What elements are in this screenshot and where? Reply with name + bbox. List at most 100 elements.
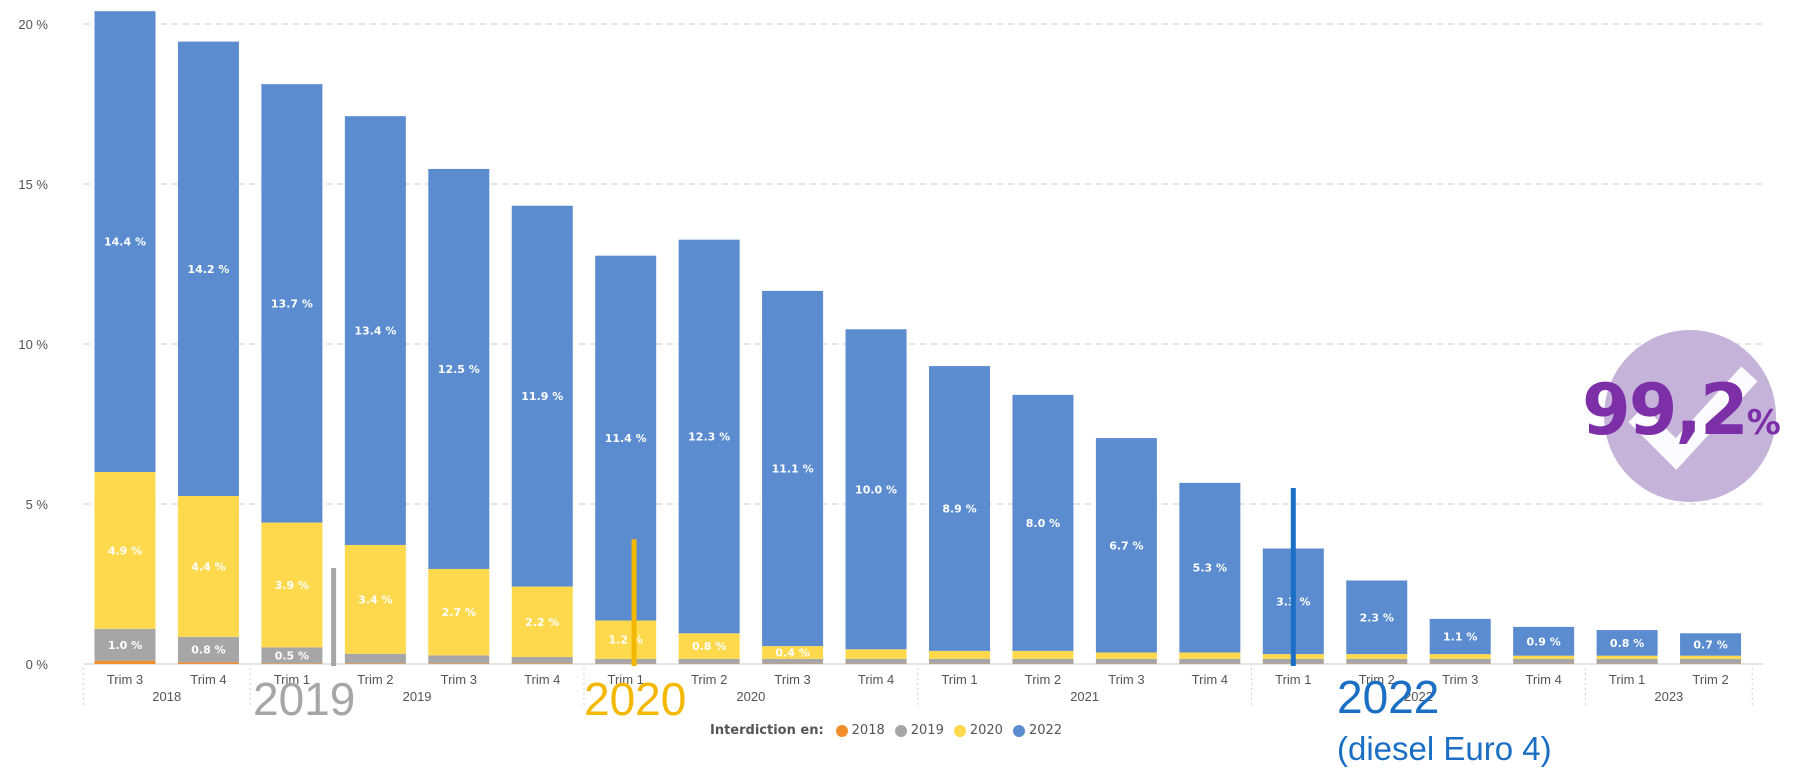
bar-segment-2022 xyxy=(595,255,657,621)
bar-segment-2022 xyxy=(428,168,490,569)
bar-segment-2018 xyxy=(428,663,490,664)
x-tick-label: Trim 2 xyxy=(691,672,727,687)
bar-segment-2019 xyxy=(1429,658,1491,664)
bar-segment-2018 xyxy=(511,663,573,664)
annotation-2022-sub: (diesel Euro 4) xyxy=(1337,730,1552,767)
y-tick-label: 5 % xyxy=(26,497,49,512)
bar-segment-2019 xyxy=(678,658,740,664)
x-tick-label: Trim 2 xyxy=(1692,672,1728,687)
bar-segment-2022 xyxy=(1012,394,1074,651)
bar-segment-2018 xyxy=(94,660,156,664)
bar-segment-2020 xyxy=(511,586,573,657)
bar-segment-2022 xyxy=(1095,438,1157,653)
bar-segment-2019 xyxy=(511,656,573,664)
data-label-2020: 0.4 % xyxy=(775,646,809,659)
bar-segment-2020 xyxy=(595,620,657,659)
annotation-2020: 2020 xyxy=(584,673,687,725)
bar-segment-2019 xyxy=(762,658,824,664)
x-tick-label: Trim 4 xyxy=(524,672,560,687)
data-label-2022: 10.0 % xyxy=(855,483,897,496)
data-label-2022: 6.7 % xyxy=(1109,539,1143,552)
y-tick-label: 20 % xyxy=(18,17,48,32)
annotation-2019: 2019 xyxy=(253,673,356,725)
bar-segment-2020 xyxy=(1680,655,1742,659)
data-label-2020: 3.4 % xyxy=(358,593,392,606)
x-tick-label: Trim 4 xyxy=(1192,672,1228,687)
bar-segment-2020 xyxy=(845,649,907,659)
legend-title: Interdiction en: xyxy=(710,723,824,738)
bar-segment-2019 xyxy=(94,628,156,661)
data-label-2022: 13.7 % xyxy=(271,297,313,310)
bar-segment-2019 xyxy=(1680,658,1742,664)
bar-segment-2022 xyxy=(762,290,824,647)
bar-segment-2022 xyxy=(1596,630,1658,656)
badge-value: 99,2 xyxy=(1582,369,1749,451)
year-group-label: 2021 xyxy=(1070,689,1099,704)
bar-segment-2019 xyxy=(1513,658,1575,664)
bar-segment-2022 xyxy=(344,116,406,545)
bar-segment-2019 xyxy=(1095,658,1157,664)
x-tick-label: Trim 2 xyxy=(357,672,393,687)
bar-segment-2022 xyxy=(511,205,573,587)
bar-segment-2020 xyxy=(428,568,490,656)
x-tick-label: Trim 3 xyxy=(1108,672,1144,687)
year-group-label: 2018 xyxy=(152,689,181,704)
y-tick-label: 15 % xyxy=(18,177,48,192)
bar-segment-2020 xyxy=(177,496,239,637)
bar-segment-2019 xyxy=(929,658,990,664)
legend-label-2020: 2020 xyxy=(969,723,1003,738)
year-group-label: 2022 xyxy=(1404,689,1433,704)
bar-segment-2019 xyxy=(1012,658,1074,664)
bar-segment-2020 xyxy=(1095,652,1157,659)
x-tick-label: Trim 1 xyxy=(1609,672,1645,687)
bar-segment-2020 xyxy=(1346,654,1408,659)
bar-segment-2022 xyxy=(177,41,239,496)
y-tick-label: 0 % xyxy=(26,657,49,672)
data-label-2019: 0.8 % xyxy=(191,644,225,657)
data-label-2022: 11.4 % xyxy=(605,432,647,445)
bar-segment-2019 xyxy=(177,636,239,663)
bar-segment-2019 xyxy=(845,658,907,664)
data-label-2020: 0.8 % xyxy=(692,640,726,653)
legend-item-2020: 2020 xyxy=(953,723,1003,738)
x-tick-label: Trim 1 xyxy=(274,672,310,687)
bar-segment-2019 xyxy=(428,655,490,664)
percentage-badge-circle xyxy=(1604,330,1776,502)
bar-segment-2019 xyxy=(261,647,323,664)
bar-segment-2020 xyxy=(1179,652,1241,659)
percentage-badge-text: 99,2% xyxy=(1582,369,1781,463)
bar-segment-2020 xyxy=(1596,655,1658,659)
bar-segment-2020 xyxy=(1012,650,1074,659)
bar-segment-2020 xyxy=(1429,654,1491,659)
data-label-2022: 11.9 % xyxy=(521,390,563,403)
bar-segment-2022 xyxy=(1346,580,1408,655)
x-tick-label: Trim 2 xyxy=(1025,672,1061,687)
bar-segment-2020 xyxy=(678,633,740,659)
data-label-2022: 0.9 % xyxy=(1526,635,1560,648)
data-label-2022: 0.8 % xyxy=(1610,637,1644,650)
legend-label-2022: 2022 xyxy=(1028,723,1063,738)
data-label-2022: 8.0 % xyxy=(1026,517,1060,530)
bar-segment-2018 xyxy=(344,663,406,664)
year-group-label: 2020 xyxy=(736,689,765,704)
bar-segment-2020 xyxy=(94,472,156,629)
annotation-2022: 2022 xyxy=(1337,671,1440,723)
x-tick-label: Trim 4 xyxy=(1525,672,1561,687)
data-label-2020: 1.2 % xyxy=(609,634,643,647)
bar-segment-2019 xyxy=(1346,658,1408,664)
data-label-2022: 12.3 % xyxy=(688,430,730,443)
legend-label-2018: 2018 xyxy=(851,723,885,738)
data-label-2022: 2.3 % xyxy=(1360,611,1394,624)
legend-item-2022: 2022 xyxy=(1012,723,1063,738)
bar-segment-2019 xyxy=(595,658,657,664)
bar-segment-2018 xyxy=(261,663,323,664)
bar-segment-2019 xyxy=(1596,658,1658,664)
bar-segment-2020 xyxy=(762,646,824,659)
bar-segment-2020 xyxy=(344,544,406,654)
legend-dot-2019-icon xyxy=(894,724,907,737)
bar-segment-2022 xyxy=(94,11,156,472)
year-group-label: 2019 xyxy=(403,689,432,704)
data-label-2022: 13.4 % xyxy=(354,325,396,338)
bar-segment-2020 xyxy=(1513,655,1575,659)
x-tick-label: Trim 2 xyxy=(1359,672,1395,687)
